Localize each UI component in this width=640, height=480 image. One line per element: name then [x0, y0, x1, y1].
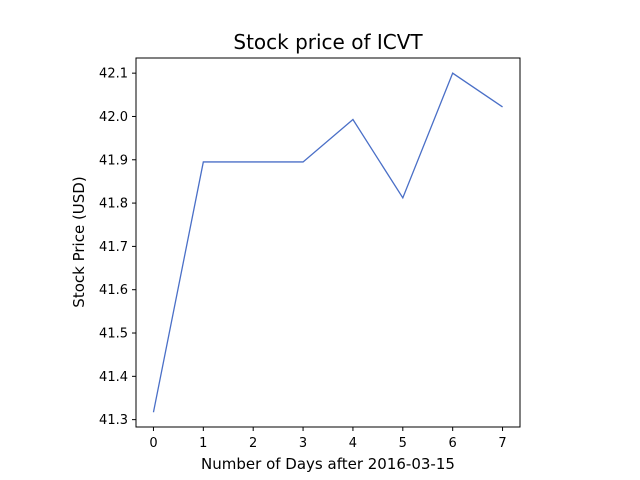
x-axis-ticks: 0 1 2 3 4 5 6 7	[149, 427, 507, 451]
y-tick-label: 41.8	[99, 197, 128, 212]
plot-area-frame	[135, 57, 521, 428]
x-tick-label: 2	[249, 436, 257, 451]
series-line-0	[152, 72, 503, 413]
series-layer	[152, 72, 503, 413]
y-axis-label: Stock Price (USD)	[70, 176, 88, 307]
y-tick-label: 42.0	[99, 110, 128, 125]
y-tick-label: 41.7	[99, 240, 128, 255]
x-tick-label: 0	[149, 436, 157, 451]
y-tick-label: 42.1	[99, 67, 128, 82]
y-tick-label: 41.3	[99, 413, 128, 428]
x-tick-label: 4	[349, 436, 357, 451]
y-tick-label: 41.5	[99, 327, 128, 342]
chart-title: Stock price of ICVT	[233, 30, 423, 54]
x-tick-label: 7	[498, 436, 506, 451]
x-tick-label: 3	[299, 436, 307, 451]
x-tick-label: 1	[199, 436, 207, 451]
y-tick-label: 41.6	[99, 283, 128, 298]
x-axis-label: Number of Days after 2016-03-15	[201, 455, 455, 473]
y-tick-label: 41.4	[99, 370, 128, 385]
y-tick-label: 41.9	[99, 153, 128, 168]
x-tick-label: 5	[399, 436, 407, 451]
x-tick-label: 6	[449, 436, 457, 451]
y-axis-ticks: 41.3 41.4 41.5 41.6 41.7 41.8 41.9 42.0 42.1	[99, 67, 136, 428]
